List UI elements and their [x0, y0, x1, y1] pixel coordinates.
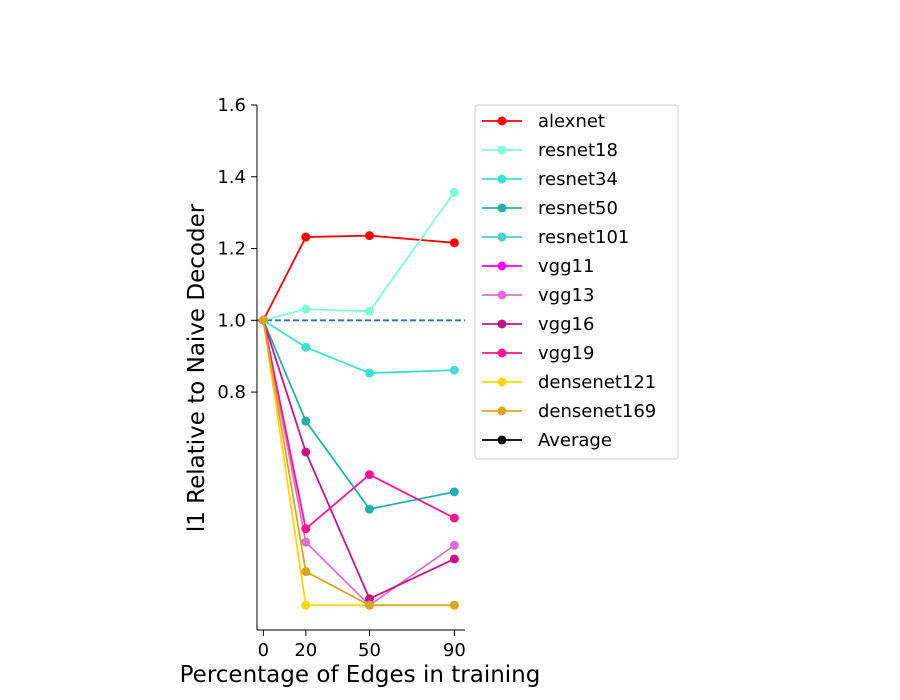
legend: alexnet resnet18 resnet34 resnet50 resnet101…: [474, 104, 679, 460]
y-tick-label: 1.6: [217, 95, 246, 116]
legend-entry-vgg19: vgg19: [538, 343, 594, 364]
legend-frame: [474, 104, 679, 460]
legend-swatch-marker: [497, 232, 507, 242]
legend-swatch-marker: [497, 406, 507, 416]
data-point-resnet34: [301, 342, 311, 352]
data-point-resnet50: [449, 487, 459, 497]
axes: [256, 105, 465, 631]
series-line-resnet34: [262, 319, 455, 374]
series-line-resnet18: [263, 191, 456, 322]
legend-swatch-marker: [497, 174, 507, 184]
data-point-resnet50: [364, 504, 374, 514]
series-line-resnet50: [262, 319, 455, 511]
data-point-vgg16: [364, 594, 374, 604]
legend-entry-vgg16: vgg16: [538, 314, 594, 335]
legend-swatch-marker: [497, 435, 507, 445]
data-point-alexnet: [301, 232, 311, 242]
x-tick-label: 0: [258, 640, 269, 661]
y-tick-label: 1.2: [217, 239, 246, 260]
legend-swatch-marker: [497, 203, 507, 213]
legend-entry-resnet18: resnet18: [538, 140, 618, 161]
data-point-densenet121: [301, 600, 311, 610]
data-point-resnet18: [364, 306, 374, 316]
data-point-alexnet: [449, 238, 459, 248]
data-point-vgg19: [449, 513, 459, 523]
data-point-resnet34: [364, 368, 374, 378]
data-point-densenet169: [364, 600, 374, 610]
legend-entry-alexnet: alexnet: [538, 111, 605, 132]
legend-entry-resnet101: resnet101: [538, 227, 629, 248]
legend-swatch-marker: [497, 290, 507, 300]
data-point-vgg13: [301, 537, 311, 547]
series-line-vgg16: [262, 320, 455, 600]
data-point-vgg19: [301, 524, 311, 534]
y-tick-label: 0.8: [217, 382, 246, 403]
legend-entry-densenet169: densenet169: [538, 401, 656, 422]
ticks: 0 20 50 90 0.8 1.0 1.2 1.4 1.6: [217, 95, 465, 661]
x-tick-label: 20: [294, 640, 317, 661]
y-tick-label: 1.0: [217, 310, 246, 331]
legend-entry-densenet121: densenet121: [538, 372, 656, 393]
legend-entry-vgg13: vgg13: [538, 285, 594, 306]
data-point-densenet169: [258, 315, 268, 325]
x-tick-label: 50: [358, 640, 381, 661]
series-line-densenet169: [262, 320, 455, 607]
series-line-vgg19: [262, 320, 455, 531]
data-point-vgg16: [449, 554, 459, 564]
legend-entry-resnet50: resnet50: [538, 198, 618, 219]
legend-entry-Average: Average: [538, 430, 612, 451]
data-point-vgg19: [364, 470, 374, 480]
data-point-densenet169: [301, 567, 311, 577]
data-point-vgg16: [301, 447, 311, 457]
data-point-densenet169: [449, 600, 459, 610]
legend-swatch-marker: [497, 377, 507, 387]
legend-swatch-marker: [497, 261, 507, 271]
legend-swatch-marker: [497, 348, 507, 358]
data-point-vgg13: [449, 540, 459, 550]
data-point-resnet50: [301, 416, 311, 426]
y-tick-label: 1.4: [217, 167, 246, 188]
data-point-resnet34: [449, 365, 459, 375]
x-tick-label: 90: [443, 640, 466, 661]
series-line-vgg13: [262, 320, 455, 607]
data-point-alexnet: [364, 231, 374, 241]
legend-swatch-marker: [497, 319, 507, 329]
legend-entry-vgg11: vgg11: [538, 256, 594, 277]
data-point-resnet18: [301, 304, 311, 314]
legend-swatch-marker: [497, 145, 507, 155]
legend-swatch-marker: [497, 116, 507, 126]
legend-entry-resnet34: resnet34: [538, 169, 618, 190]
plot-area: [257, 187, 465, 610]
series-line-alexnet: [262, 234, 455, 321]
x-axis-title: Percentage of Edges in training: [180, 662, 541, 688]
data-point-resnet18: [449, 187, 459, 197]
y-axis-title: l1 Relative to Naive Decoder: [184, 203, 210, 532]
